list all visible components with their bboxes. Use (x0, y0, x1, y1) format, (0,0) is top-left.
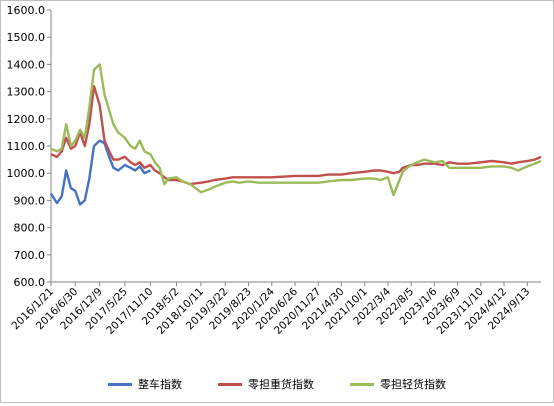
legend-swatch (108, 382, 132, 386)
y-tick-label: 900.0 (14, 194, 46, 207)
y-tick-label: 1100.0 (7, 140, 46, 153)
series-lines (49, 63, 542, 206)
y-tick-label: 1500.0 (7, 31, 46, 44)
chart-axes (50, 10, 541, 283)
y-tick-label: 1200.0 (7, 113, 46, 126)
legend-swatch (350, 382, 374, 386)
y-tick-label: 700.0 (14, 249, 46, 262)
series-line-2 (50, 63, 542, 197)
legend-swatch (218, 382, 242, 386)
series-line-0 (49, 139, 151, 206)
legend-item-2: 零担轻货指数 (350, 375, 446, 393)
legend-item-1: 零担重货指数 (218, 375, 314, 393)
y-tick-label: 1300.0 (7, 86, 46, 99)
legend-label: 零担重货指数 (248, 378, 314, 391)
chart-legend: 整车指数 零担重货指数 零担轻货指数 (0, 375, 554, 393)
y-tick-label: 1400.0 (7, 58, 46, 71)
y-tick-label: 1000.0 (7, 167, 46, 180)
y-tick-label: 1600.0 (7, 4, 46, 17)
legend-item-0: 整车指数 (108, 375, 182, 393)
x-axis-ticks: 2016/1/212016/6/302016/12/92017/5/252017… (10, 282, 532, 337)
y-tick-label: 600.0 (14, 276, 46, 289)
series-line-1 (50, 85, 542, 186)
y-axis-ticks: 600.0 700.0 800.0 900.0 1000.0 1100.0 1200.0 13… (7, 4, 51, 289)
legend-label: 零担轻货指数 (380, 378, 446, 391)
y-tick-label: 800.0 (14, 222, 46, 235)
legend-label: 整车指数 (138, 378, 182, 391)
